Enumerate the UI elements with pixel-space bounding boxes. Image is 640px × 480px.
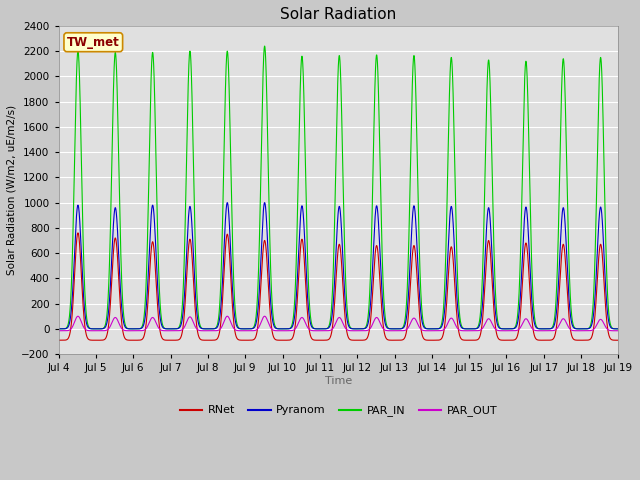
Legend: RNet, Pyranom, PAR_IN, PAR_OUT: RNet, Pyranom, PAR_IN, PAR_OUT	[175, 401, 502, 421]
PAR_OUT	[614, 328, 622, 334]
Line: RNet: RNet	[58, 233, 618, 340]
PAR_OUT	[74, 313, 82, 319]
RNet	[74, 230, 82, 236]
PAR_OUT	[505, 328, 513, 334]
RNet	[505, 337, 513, 343]
PAR_IN	[84, 322, 92, 327]
PAR_OUT	[476, 327, 483, 333]
Pyranom	[614, 326, 622, 332]
PAR_IN	[491, 268, 499, 274]
RNet	[476, 335, 483, 340]
Pyranom	[84, 324, 92, 330]
Y-axis label: Solar Radiation (W/m2, uE/m2/s): Solar Radiation (W/m2, uE/m2/s)	[7, 105, 17, 275]
Line: PAR_IN: PAR_IN	[58, 46, 618, 329]
Pyranom	[505, 326, 513, 332]
Pyranom	[476, 323, 483, 328]
PAR_OUT	[412, 317, 420, 323]
PAR_IN	[614, 326, 622, 332]
PAR_OUT	[491, 325, 499, 331]
Pyranom	[513, 324, 520, 330]
X-axis label: Time: Time	[325, 376, 352, 386]
RNet	[84, 336, 92, 341]
Line: Pyranom: Pyranom	[58, 203, 618, 329]
RNet	[412, 258, 420, 264]
Pyranom	[491, 300, 499, 305]
PAR_IN	[260, 43, 268, 49]
RNet	[491, 316, 499, 322]
PAR_IN	[513, 321, 520, 327]
PAR_OUT	[513, 328, 520, 334]
Pyranom	[223, 200, 231, 205]
Text: TW_met: TW_met	[67, 36, 120, 49]
Title: Solar Radiation: Solar Radiation	[280, 7, 397, 22]
PAR_OUT	[54, 328, 62, 334]
PAR_IN	[476, 319, 483, 324]
PAR_OUT	[84, 328, 92, 334]
Pyranom	[54, 326, 62, 332]
Pyranom	[412, 223, 420, 229]
PAR_IN	[54, 326, 62, 332]
Line: PAR_OUT: PAR_OUT	[58, 316, 618, 331]
RNet	[54, 337, 62, 343]
RNet	[614, 337, 622, 343]
PAR_IN	[505, 326, 513, 332]
PAR_IN	[412, 98, 420, 104]
RNet	[513, 336, 520, 341]
